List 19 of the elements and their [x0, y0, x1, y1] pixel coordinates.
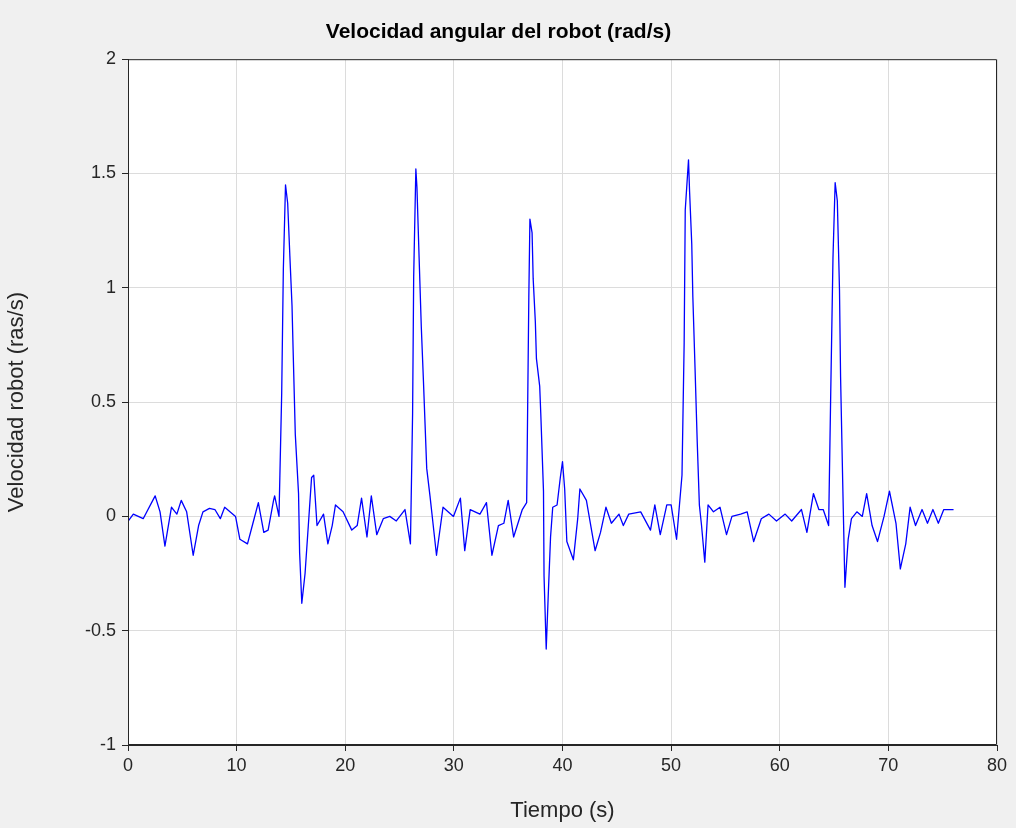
x-tick-label: 30: [443, 754, 464, 775]
x-tick-label: 20: [335, 754, 356, 775]
x-tick-label: 40: [552, 754, 573, 775]
y-tick-label: 0: [105, 505, 116, 526]
x-tick-label: 70: [878, 754, 899, 775]
y-tick-label: -0.5: [84, 619, 116, 640]
y-tick-label: 1.5: [90, 162, 116, 183]
chart-title: Velocidad angular del robot (rad/s): [325, 19, 672, 43]
y-axis-title: Velocidad robot (ras/s): [3, 292, 29, 513]
x-tick-label: 10: [226, 754, 247, 775]
x-axis-title: Tiempo (s): [510, 796, 615, 822]
x-tick-label: 0: [122, 754, 134, 775]
x-tick-label: 60: [769, 754, 790, 775]
y-tick-label: 0.5: [90, 391, 116, 412]
y-tick-label: 1: [105, 276, 116, 297]
x-tick-label: 50: [661, 754, 682, 775]
y-tick-label: 2: [105, 48, 116, 69]
y-tick-label: -1: [99, 733, 116, 754]
x-tick-label: 80: [986, 754, 1008, 775]
